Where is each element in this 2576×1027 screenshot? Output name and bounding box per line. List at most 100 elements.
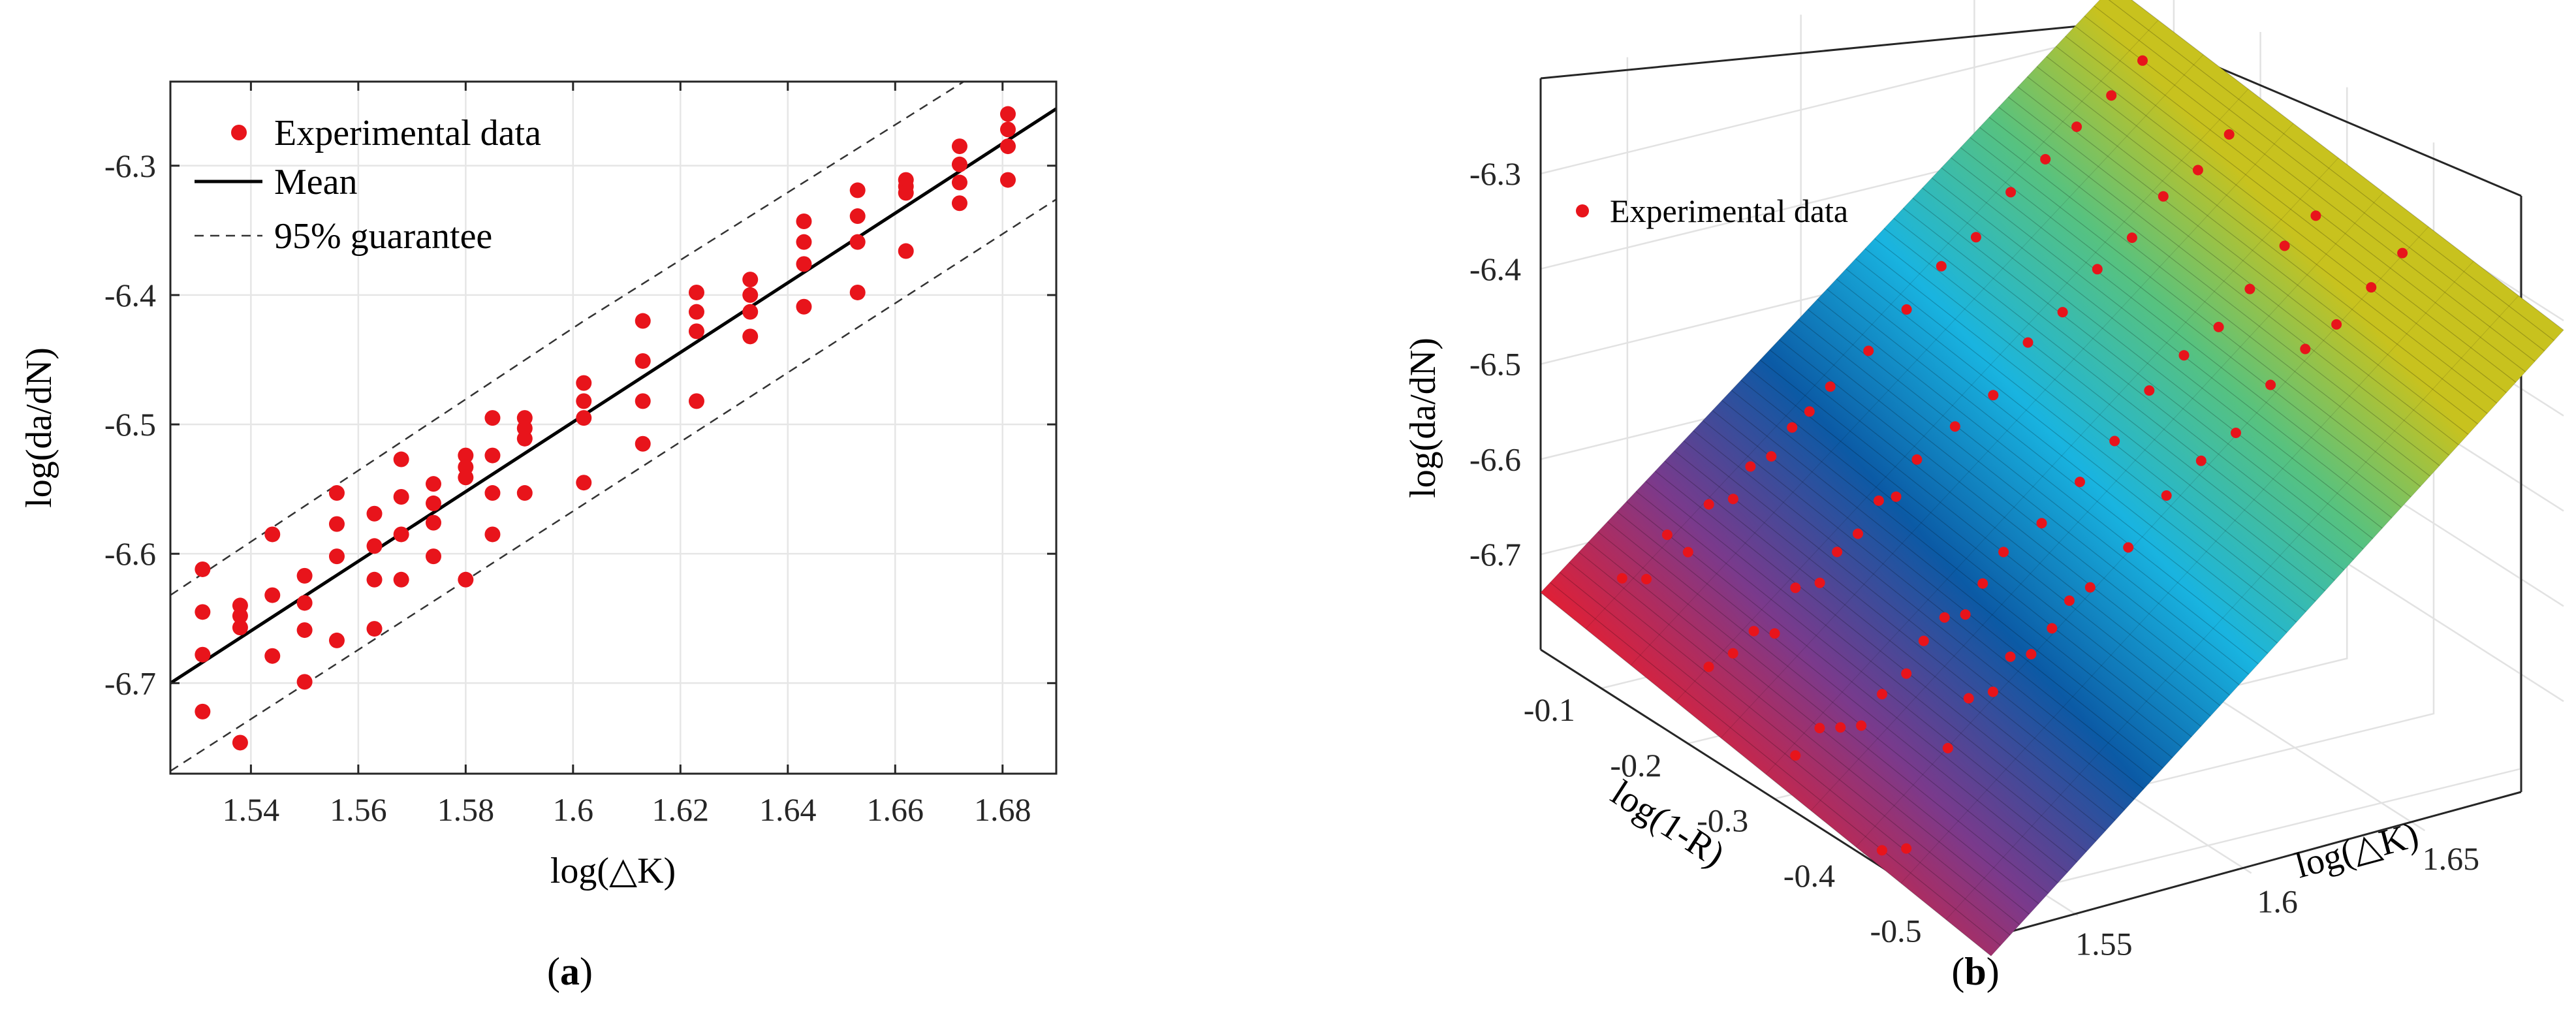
chart-b-points [1616,55,2408,856]
chart-b-z-tick-label: -6.5 [1469,346,1521,383]
chart-b-surface-mesh [2108,0,2554,341]
data-point-3d [1963,693,1974,704]
chart-b-surface-mesh [1540,592,1992,956]
chart-b-surface-mesh [1675,89,2249,702]
data-point [516,430,533,447]
data-point [742,287,759,303]
chart-b-surface-mesh [1779,339,2230,696]
data-point-3d [1911,454,1923,465]
data-point-3d [2047,623,2058,634]
legend-label-experimental-b: Experimental data [1610,193,1848,229]
chart-b-x-tick-label: -0.4 [1783,857,1835,894]
chart-b-surface-mesh [1998,106,2449,456]
data-point [484,526,501,543]
data-point-3d [1766,451,1777,462]
data-point-3d [2071,121,2082,133]
chart-b-edge [1540,22,2114,80]
chart-b-surface-mesh [1674,450,2126,810]
data-point-3d [2366,282,2377,293]
data-point-3d [2092,264,2103,275]
chart-a: 1.54 1.56 1.58 1.6 1.62 1.64 1.66 1.68 -6.3 -6.4 -… [19,80,1058,993]
chart-b-surface-mesh [1874,238,2325,592]
data-point [576,393,592,409]
data-point-3d [1936,261,1947,272]
data-point-3d [2126,232,2137,244]
chart-b-surface-mesh [1941,167,2393,518]
legend-label-guarantee: 95% guarantee [274,216,492,257]
data-point-3d [1939,612,1950,623]
chart-b-surface [1540,0,2564,956]
chart-b-surface-mesh [1931,177,2383,529]
chart-b-surface-mesh [1759,359,2211,717]
data-point-3d [2123,542,2134,553]
data-point [849,284,866,300]
data-point-3d [1863,345,1874,356]
chart-b-surface-mesh [2017,86,2469,435]
chart-a-x-tick-label: 1.54 [223,791,280,828]
data-point-3d [2213,321,2224,332]
data-point-3d [2109,435,2120,447]
chart-b-surface-mesh [1769,349,2221,706]
data-point [296,622,313,639]
data-point [635,435,651,452]
data-point-3d [1901,668,1912,679]
chart-b-surface-mesh [1817,298,2269,654]
data-point [742,328,759,345]
chart-b-surface-mesh [1945,295,2519,920]
data-point-3d [1790,582,1801,593]
data-point-3d [2144,385,2155,396]
data-point [328,548,345,565]
chart-b-surface-mesh [1846,268,2297,623]
chart-b-surface-mesh [2036,66,2488,414]
chart-a-frame [169,80,1058,775]
chart-a-y-axis-label: log(da/dN) [19,347,59,508]
chart-b-surface-mesh [1855,258,2306,612]
data-point-3d [1641,574,1652,584]
data-point-3d [1877,689,1887,700]
data-point-3d [2192,165,2203,176]
panel-label-b: (b) [1951,950,1999,993]
data-point-3d [1790,750,1801,761]
data-point [393,489,409,505]
chart-b-surface-mesh [1788,329,2240,686]
chart-b-surface-mesh [1712,410,2163,769]
chart-b-surface-mesh [1569,561,2020,925]
chart-b-surface-mesh [1635,491,2087,852]
data-point-3d [1942,742,1953,753]
data-point-3d [1977,578,1988,589]
chart-b-surface-mesh [1810,192,2384,811]
data-point-3d [2106,90,2117,101]
data-point-3d [1835,722,1846,733]
data-point [999,121,1016,138]
data-point-3d [1616,573,1627,584]
legend-label-mean: Mean [274,162,358,202]
chart-b-surface-mesh [1720,123,2294,738]
data-point-3d [1787,422,1798,433]
data-point-3d [1703,499,1714,510]
chart-b-surface-mesh [2131,0,2564,331]
chart-b-surface-mesh [1731,390,2182,748]
chart-b-surface-mesh [1750,370,2201,727]
data-point [849,208,866,225]
data-point-3d [2036,518,2047,529]
data-point-3d [1998,546,2009,558]
data-point-3d [1748,625,1759,637]
chart-b-surface-mesh [1683,440,2135,800]
legend-marker-experimental [231,125,247,140]
chart-b-surface-mesh [1597,531,2049,894]
legend-marker-experimental-b [1576,204,1589,217]
data-point-3d [1825,381,1836,392]
data-point [951,195,967,212]
data-point-3d [2279,240,2290,251]
data-point-3d [1814,723,1825,734]
chart-a-y-tick-label: -6.6 [104,535,156,572]
data-point-3d [2026,649,2037,659]
chart-b-ticks: -6.3 -6.4 -6.5 -6.6 -6.7 -0.1 -0.2 -0.3 -0.4 -0.5… [1469,155,2479,962]
data-point-3d [2265,379,2276,390]
data-point [425,548,441,565]
chart-a-y-tick-label: -6.4 [104,277,156,313]
data-point-3d [1682,546,1693,558]
data-point [898,185,914,201]
data-point [296,595,313,611]
